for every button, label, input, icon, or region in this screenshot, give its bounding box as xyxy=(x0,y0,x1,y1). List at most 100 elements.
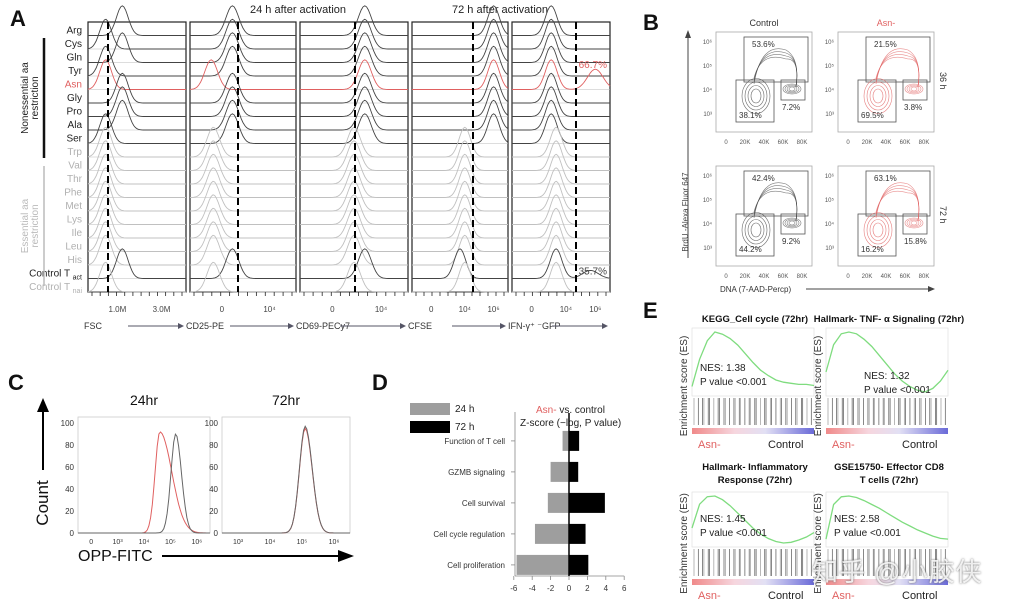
gsea-title: Hallmark- TNF- α Signaling (72hr) xyxy=(814,314,964,325)
gate-percent-g1: 69.5% xyxy=(861,111,884,120)
histogram-line-control xyxy=(78,432,210,534)
histogram-trace xyxy=(412,99,509,131)
watermark: 知乎 @小胶侠 xyxy=(812,557,983,587)
histogram-trace xyxy=(190,18,296,50)
gate-percent-g2m: 3.8% xyxy=(904,103,922,112)
histogram-trace xyxy=(512,194,610,225)
x-tick-label: 80K xyxy=(797,274,808,280)
x-tick-label: 60K xyxy=(778,140,789,146)
p-value: P value <0.001 xyxy=(700,528,767,539)
histogram-trace xyxy=(412,207,508,239)
histogram-trace xyxy=(412,194,508,225)
contour xyxy=(747,85,765,107)
y-tick-label: 10⁶ xyxy=(703,173,713,180)
arrow-head xyxy=(602,323,608,329)
gate-g2m xyxy=(780,213,806,235)
y-tick-label: 10⁵ xyxy=(825,63,835,70)
row-label: Phe xyxy=(64,187,82,198)
tick-label: 1.0M xyxy=(109,305,127,314)
panel-label-d: D xyxy=(372,370,388,395)
x-tick-label: 20K xyxy=(740,140,751,146)
gate-percent-g1: 44.2% xyxy=(739,245,762,254)
contour xyxy=(741,78,771,114)
legend-swatch-72h xyxy=(410,421,450,433)
contour xyxy=(786,85,798,93)
x-tick-label: 40K xyxy=(759,274,770,280)
row-label: Gln xyxy=(66,52,82,63)
histogram-trace xyxy=(87,153,186,185)
histogram-trace xyxy=(512,140,610,171)
panel-d-title-rest: vs. control xyxy=(556,405,605,416)
panel-label-a: A xyxy=(10,6,26,31)
y-tick-label: 10³ xyxy=(825,246,834,252)
arrow-head xyxy=(338,550,354,562)
gsea-title: Hallmark- Inflammatory xyxy=(702,462,808,473)
x-tick-label: 40K xyxy=(881,274,892,280)
percent-annotation: 35.7% xyxy=(579,266,607,277)
row-label: Ala xyxy=(68,120,83,131)
histogram-trace xyxy=(512,72,610,104)
contour xyxy=(872,222,884,238)
tick-label: 0 xyxy=(429,305,434,314)
histogram-trace xyxy=(412,126,508,158)
gate-s-phase xyxy=(865,170,931,217)
rank-gradient-strip xyxy=(692,428,814,434)
legend-label-24h: 24 h xyxy=(455,404,475,415)
x-tick-label: 80K xyxy=(797,140,808,146)
y-axis-label: BrdU -Alexa Fluor 647 xyxy=(681,172,690,252)
panel-d-title: Asn- vs. control xyxy=(536,405,605,416)
nes-value: NES: 2.58 xyxy=(834,514,880,525)
x-tick-label: 20K xyxy=(862,274,873,280)
y-tick-label: 10⁵ xyxy=(703,197,713,204)
flow-plot-frame xyxy=(837,165,935,267)
histogram-trace xyxy=(512,32,610,63)
row-label: Arg xyxy=(66,25,82,36)
column-title: Control xyxy=(749,18,778,28)
contour xyxy=(788,86,796,92)
gsea-title: KEGG_Cell cycle (72hr) xyxy=(702,314,808,325)
row-label: Lys xyxy=(67,214,82,225)
bar-72h xyxy=(569,554,589,575)
x-tick-label: 10⁶ xyxy=(329,539,340,546)
bar-72h xyxy=(569,492,605,513)
x-tick-label: 20K xyxy=(862,140,873,146)
x-tick-label: 0 xyxy=(89,539,93,546)
tick-label: 10⁴ xyxy=(375,305,388,314)
y-tick-label: 80 xyxy=(65,441,74,450)
rank-gradient-strip xyxy=(826,579,948,585)
histogram-trace xyxy=(512,248,611,279)
contour xyxy=(875,56,920,88)
category-label: Function of T cell xyxy=(444,437,505,446)
histogram-trace xyxy=(87,113,186,144)
x-tick-label: -4 xyxy=(529,584,537,593)
es-plot-frame xyxy=(691,491,815,548)
contour xyxy=(869,219,887,241)
contour xyxy=(904,83,924,95)
histogram-trace xyxy=(87,140,186,171)
tick-label: 10⁴ xyxy=(560,305,573,314)
gate-percent-s: 63.1% xyxy=(874,174,897,183)
panel-d-subtitle: Z-score (−log, P value) xyxy=(520,418,622,429)
bar-24h xyxy=(562,430,569,451)
row-label: Asn xyxy=(65,79,82,90)
x-tick-label: 0 xyxy=(724,140,728,146)
y-tick-label: 20 xyxy=(65,507,74,516)
enrichment-line xyxy=(825,495,949,540)
y-tick-label: 10⁶ xyxy=(825,39,835,46)
contour xyxy=(904,217,924,229)
histogram-trace xyxy=(512,5,610,36)
x-tick-label: 60K xyxy=(900,140,911,146)
y-tick-label: 10⁵ xyxy=(825,197,835,204)
tick-label: 10⁴ xyxy=(263,305,276,314)
contour xyxy=(744,81,768,111)
histogram-trace xyxy=(190,45,296,77)
y-tick-label: 10⁶ xyxy=(825,173,835,180)
subplot-title: 72hr xyxy=(272,392,300,408)
x-tick-label: 10⁴ xyxy=(139,539,150,546)
row-label: Val xyxy=(68,160,82,171)
histogram-trace xyxy=(190,5,296,36)
contour xyxy=(910,86,918,92)
tick-label: 0 xyxy=(220,305,225,314)
histogram-trace xyxy=(87,18,186,50)
contour xyxy=(788,220,796,226)
